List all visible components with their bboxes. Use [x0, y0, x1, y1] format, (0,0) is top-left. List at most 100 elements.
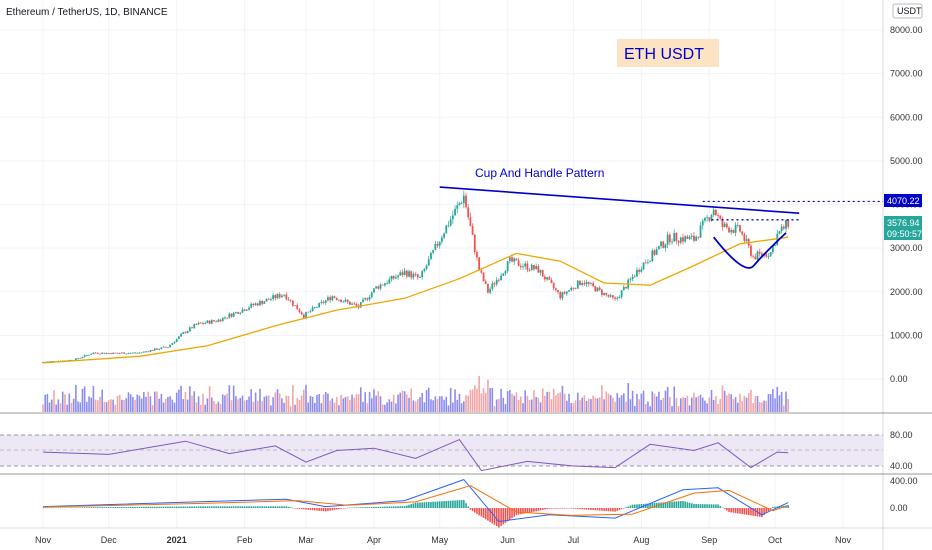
candle-body[interactable]: [186, 331, 189, 333]
candle-body[interactable]: [202, 323, 204, 324]
candle-body[interactable]: [182, 332, 185, 334]
candle-body[interactable]: [697, 236, 700, 238]
candle-body[interactable]: [423, 269, 426, 272]
candle-body[interactable]: [215, 321, 218, 322]
candle-body[interactable]: [92, 352, 95, 355]
candle-body[interactable]: [754, 256, 757, 260]
candle-body[interactable]: [524, 263, 527, 267]
candle-body[interactable]: [296, 305, 299, 310]
candle-body[interactable]: [96, 352, 99, 354]
candle-body[interactable]: [493, 283, 496, 285]
candle-body[interactable]: [386, 283, 389, 285]
candle-body[interactable]: [704, 217, 706, 221]
candle-body[interactable]: [712, 209, 715, 216]
candle-body[interactable]: [618, 297, 621, 298]
candle-body[interactable]: [256, 303, 259, 306]
candle-body[interactable]: [285, 294, 288, 300]
candle-body[interactable]: [517, 260, 520, 266]
candle-body[interactable]: [537, 266, 540, 273]
candle-body[interactable]: [333, 296, 336, 298]
candle-body[interactable]: [392, 275, 395, 279]
candle-body[interactable]: [219, 319, 222, 322]
candle-body[interactable]: [191, 327, 193, 329]
candle-body[interactable]: [629, 279, 632, 280]
candle-body[interactable]: [94, 352, 97, 354]
candle-body[interactable]: [121, 352, 123, 354]
candle-body[interactable]: [776, 233, 779, 246]
candle-body[interactable]: [254, 303, 257, 306]
candle-body[interactable]: [213, 320, 215, 322]
candle-body[interactable]: [668, 234, 671, 242]
candle-body[interactable]: [373, 288, 375, 293]
candle-body[interactable]: [116, 352, 119, 354]
candle-body[interactable]: [533, 264, 535, 270]
candle-body[interactable]: [239, 312, 242, 314]
candle-body[interactable]: [160, 347, 163, 350]
candle-body[interactable]: [419, 277, 421, 279]
candle-body[interactable]: [77, 358, 79, 360]
candle-body[interactable]: [655, 249, 658, 255]
candle-body[interactable]: [171, 343, 174, 345]
candle-body[interactable]: [351, 303, 353, 305]
candle-body[interactable]: [114, 352, 117, 354]
candle-body[interactable]: [451, 215, 454, 220]
candle-body[interactable]: [151, 350, 154, 351]
candle-body[interactable]: [184, 332, 187, 334]
pattern-label[interactable]: Cup And Handle Pattern: [475, 166, 604, 180]
candle-body[interactable]: [616, 297, 619, 299]
candle-body[interactable]: [607, 294, 610, 297]
candle-body[interactable]: [272, 295, 275, 300]
candle-body[interactable]: [414, 273, 417, 275]
candle-body[interactable]: [320, 301, 323, 303]
candle-body[interactable]: [250, 303, 253, 308]
candle-body[interactable]: [750, 245, 752, 256]
candle-body[interactable]: [68, 359, 71, 361]
candle-body[interactable]: [416, 274, 419, 278]
candle-body[interactable]: [743, 234, 746, 241]
candle-body[interactable]: [699, 225, 702, 238]
candle-body[interactable]: [399, 272, 402, 276]
candlesticks[interactable]: [42, 190, 790, 363]
candle-body[interactable]: [708, 217, 711, 221]
candle-body[interactable]: [85, 355, 88, 356]
candle-body[interactable]: [647, 261, 649, 263]
candle-body[interactable]: [467, 207, 470, 218]
candle-body[interactable]: [596, 287, 599, 292]
candle-body[interactable]: [302, 314, 305, 318]
candle-body[interactable]: [270, 299, 272, 300]
candle-body[interactable]: [316, 307, 318, 309]
candle-body[interactable]: [162, 346, 165, 348]
candle-body[interactable]: [149, 350, 152, 352]
candle-body[interactable]: [331, 296, 334, 301]
candle-body[interactable]: [309, 311, 312, 312]
candle-body[interactable]: [611, 295, 614, 298]
candle-body[interactable]: [563, 292, 566, 294]
candle-body[interactable]: [193, 324, 196, 329]
candle-body[interactable]: [636, 269, 638, 277]
candle-body[interactable]: [248, 307, 250, 310]
candle-body[interactable]: [730, 230, 733, 233]
candle-body[interactable]: [329, 297, 332, 301]
candle-body[interactable]: [458, 203, 461, 206]
candle-body[interactable]: [289, 300, 292, 302]
candle-body[interactable]: [725, 223, 728, 228]
candle-body[interactable]: [105, 353, 108, 354]
candle-body[interactable]: [782, 226, 785, 229]
candle-body[interactable]: [515, 258, 518, 261]
candle-body[interactable]: [353, 303, 356, 305]
candle-body[interactable]: [756, 251, 759, 260]
candle-body[interactable]: [583, 282, 586, 285]
candle-body[interactable]: [710, 215, 713, 221]
candle-body[interactable]: [679, 237, 682, 243]
candle-body[interactable]: [774, 245, 776, 246]
candle-body[interactable]: [88, 354, 90, 356]
candle-body[interactable]: [739, 225, 741, 232]
candle-body[interactable]: [662, 241, 665, 248]
candle-body[interactable]: [394, 277, 397, 279]
candle-body[interactable]: [441, 237, 443, 242]
candle-body[interactable]: [785, 220, 787, 229]
candle-body[interactable]: [581, 282, 584, 285]
candle-body[interactable]: [511, 257, 513, 262]
candle-body[interactable]: [554, 288, 557, 291]
candle-body[interactable]: [473, 234, 476, 253]
